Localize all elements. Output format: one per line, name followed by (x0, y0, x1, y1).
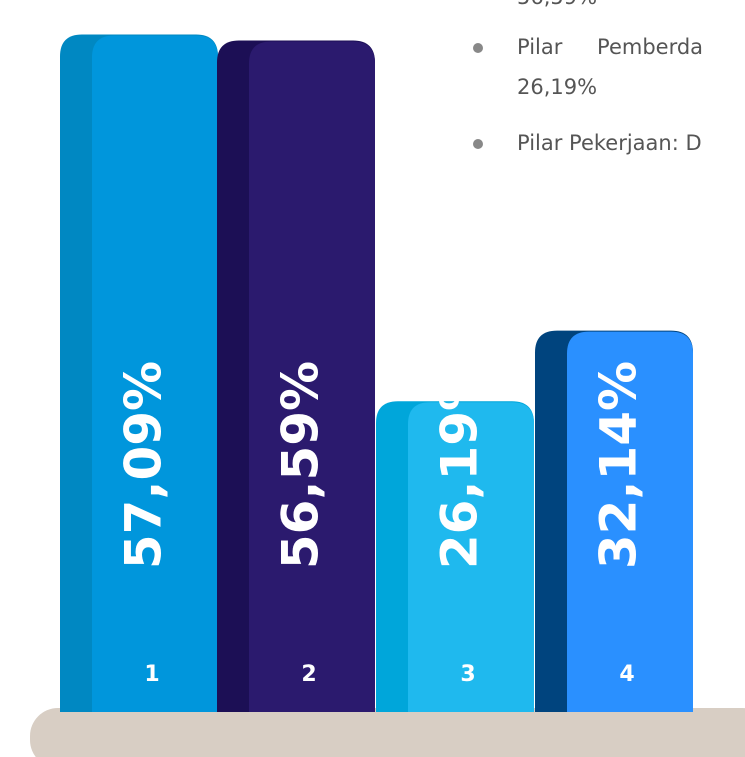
bullet (473, 139, 483, 149)
bar (408, 402, 534, 712)
value-label: 57,09% (115, 361, 173, 569)
bar (567, 331, 693, 712)
value-label: 32,14% (590, 361, 648, 569)
category-label: 4 (619, 662, 634, 687)
note-text: Pilar Pekerjaan: D (517, 131, 702, 155)
base-platform (30, 708, 745, 757)
bar (249, 41, 375, 712)
category-label: 2 (301, 662, 316, 687)
category-label: 3 (460, 662, 475, 687)
note-text: 56,59% (517, 0, 597, 9)
note-text: Pilar Pemberda (517, 35, 703, 59)
category-label: 1 (144, 662, 159, 687)
bullet (473, 43, 483, 53)
note-text: 26,19% (517, 75, 597, 99)
bar (92, 35, 218, 713)
value-label: 26,19% (431, 361, 489, 569)
value-label: 56,59% (272, 361, 330, 569)
